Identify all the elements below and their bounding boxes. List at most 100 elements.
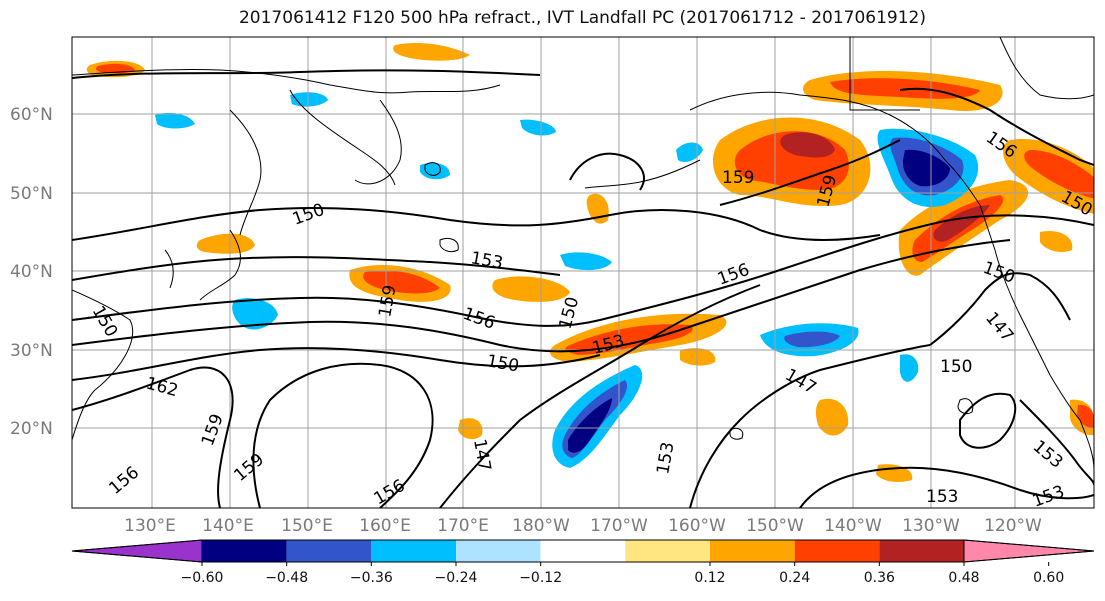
lon-label: 150°W <box>746 516 804 536</box>
contour-line <box>72 347 601 381</box>
coastline-alaska-north <box>849 37 920 111</box>
contour-line <box>252 362 434 508</box>
contour-line <box>72 366 234 508</box>
contour-line <box>439 284 761 508</box>
lon-label: 170°E <box>437 516 489 536</box>
lon-label: 160°W <box>668 516 726 536</box>
lat-label: 60°N <box>10 105 53 125</box>
coastline-bc <box>944 159 996 251</box>
map-title: 2017061412 F120 500 hPa refract., IVT La… <box>238 8 926 28</box>
coastline-canada <box>999 37 1094 100</box>
colorbar-segment <box>202 540 287 562</box>
coastline-okhotsk <box>229 109 262 236</box>
lon-label: 160°E <box>359 516 411 536</box>
negative-anomaly-peak <box>568 398 612 453</box>
positive-anomaly-region <box>815 398 849 436</box>
negative-anomaly-region <box>420 162 450 180</box>
colorbar-tick-label: 0.36 <box>864 570 895 586</box>
coastlines <box>72 37 1094 471</box>
negative-anomaly-region <box>155 112 195 129</box>
contour-line <box>1019 399 1094 486</box>
map-frame <box>71 36 1095 509</box>
lon-label: 170°W <box>590 516 648 536</box>
colorbar-extension-low <box>71 539 203 563</box>
lon-label: 140°E <box>202 516 254 536</box>
coastline-siberia <box>289 89 396 186</box>
lat-label: 20°N <box>10 419 53 439</box>
colorbar-segment <box>794 540 880 562</box>
positive-anomaly-peak <box>933 205 990 242</box>
contour-label: 153 <box>926 487 958 507</box>
negative-anomaly-region <box>676 142 703 162</box>
colorbar-extension-high <box>963 539 1095 563</box>
positive-anomaly-region <box>393 43 470 61</box>
lon-label: 130°W <box>902 516 960 536</box>
island-small <box>439 237 459 253</box>
coastline-china <box>72 289 134 441</box>
island-small <box>957 398 974 415</box>
colorbar-tick-label: −0.48 <box>265 570 308 586</box>
negative-anomaly-peak <box>902 149 950 187</box>
colorbar-tick-label: 0.12 <box>694 570 725 586</box>
refractivity-contours <box>72 69 1094 508</box>
colorbar-tick-label: −0.36 <box>350 570 393 586</box>
contour-line <box>719 139 901 206</box>
lat-label: 40°N <box>10 262 53 282</box>
contour-line <box>959 392 1017 449</box>
contour-label: 150 <box>940 357 972 377</box>
positive-anomaly-peak <box>780 132 835 158</box>
positive-anomaly-region <box>680 348 716 366</box>
coastline-asia-north <box>72 68 501 94</box>
contour-line <box>899 87 1094 166</box>
positive-anomaly-region <box>458 418 483 440</box>
colorbar-tick-label: −0.24 <box>435 570 478 586</box>
lon-label: 140°W <box>824 516 882 536</box>
map-content: 159 159 156 150 153 156 150 150 159 156 … <box>72 37 1094 508</box>
contour-line <box>929 272 1071 346</box>
negative-anomaly-region <box>900 354 919 382</box>
contour-label: 159 <box>722 168 754 188</box>
colorbar-segment <box>371 540 456 562</box>
longitude-labels: 130°E 140°E 150°E 160°E 170°E 180°W 170°… <box>124 516 1042 536</box>
colorbar-tick-label: −0.12 <box>519 570 562 586</box>
lon-label: 120°W <box>984 516 1042 536</box>
colorbar-tick-label: −0.60 <box>181 570 224 586</box>
lat-label: 50°N <box>10 184 53 204</box>
coastline-us-west <box>994 249 1081 421</box>
lat-label: 30°N <box>10 341 53 361</box>
colorbar-tick-label: 0.24 <box>779 570 810 586</box>
contour-line <box>569 152 645 191</box>
contour-line <box>72 214 1094 327</box>
contour-line <box>799 466 1094 508</box>
positive-anomaly-region <box>1040 230 1073 253</box>
positive-anomaly-core <box>363 270 440 294</box>
contour-line <box>72 69 541 79</box>
negative-anomaly-region <box>232 298 278 330</box>
lon-label: 180°W <box>512 516 570 536</box>
colorbar-segment <box>879 540 964 562</box>
coastline-kamchatka <box>354 99 402 185</box>
negative-anomaly-core <box>784 331 840 348</box>
positive-anomaly-core <box>95 63 135 74</box>
colorbar: −0.60 −0.48 −0.36 −0.24 −0.12 0.12 0.24 0.36 0.4… <box>71 539 1095 586</box>
contour-line <box>72 239 1011 353</box>
positive-anomaly-region <box>492 276 570 302</box>
negative-anomaly-region <box>520 119 556 136</box>
island-small <box>424 162 441 176</box>
latitude-labels: 20°N 30°N 40°N 50°N 60°N <box>10 105 53 439</box>
coastline-aleutians <box>584 159 701 189</box>
colorbar-segment <box>625 540 710 562</box>
colorbar-segment <box>540 540 626 562</box>
contour-line <box>72 256 561 281</box>
lon-label: 150°E <box>281 516 333 536</box>
positive-anomaly-core <box>1024 150 1094 199</box>
coastline-korea <box>164 249 174 289</box>
contour-line <box>689 344 931 508</box>
coastline-japan <box>199 229 241 301</box>
coastline-alaska <box>689 91 946 161</box>
colorbar-segment <box>710 540 795 562</box>
colorbar-tick-label: 0.48 <box>948 570 979 586</box>
contour-line <box>72 207 881 241</box>
colorbar-segment <box>286 540 372 562</box>
